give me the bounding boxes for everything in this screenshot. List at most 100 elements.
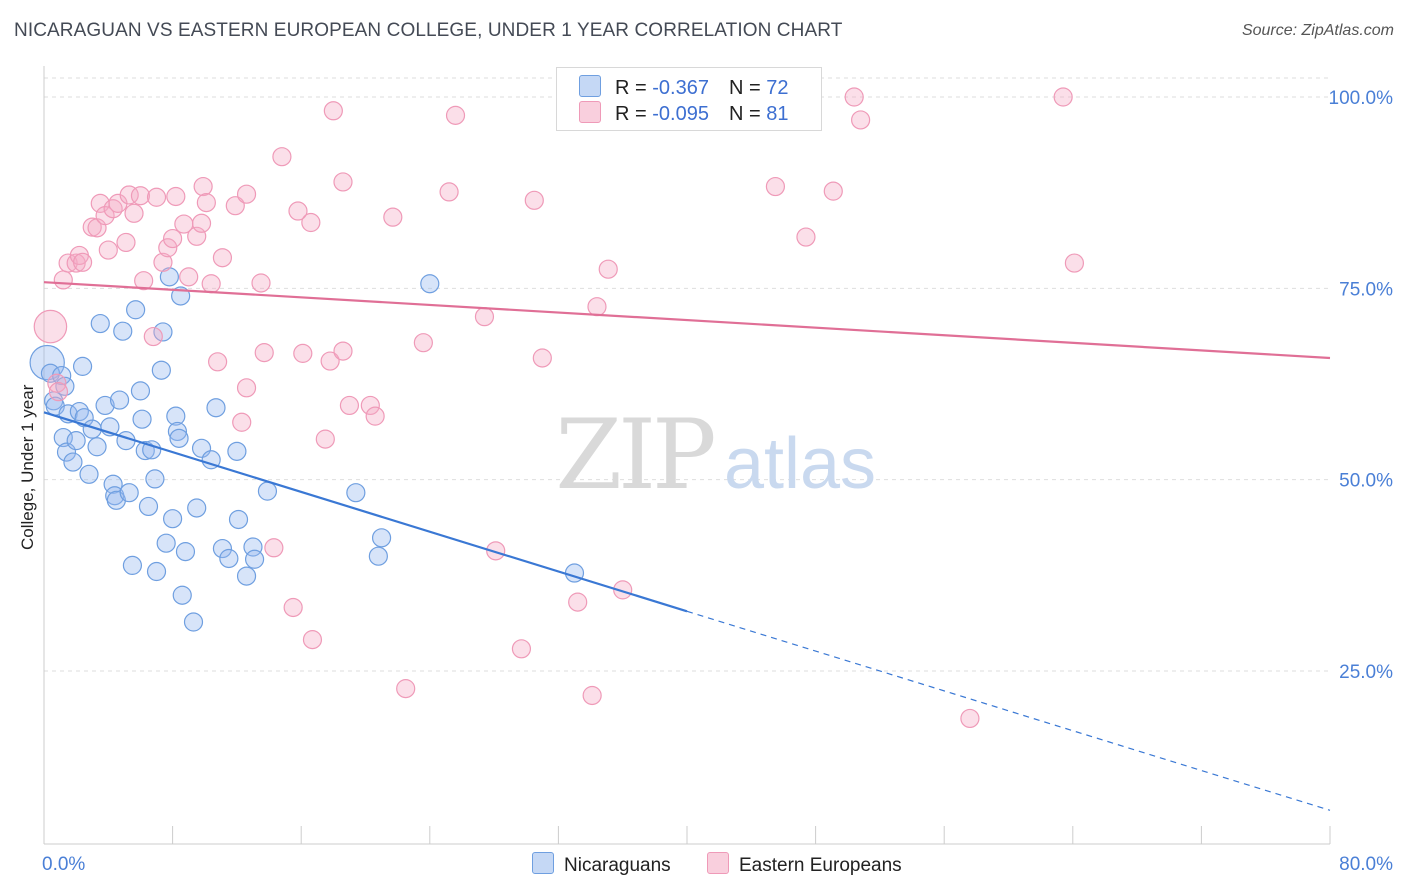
point-eastern-europeans [236,184,257,204]
point-nicaraguans [113,321,133,341]
point-nicaraguans [156,533,176,553]
point-eastern-europeans [72,252,93,272]
legend-swatch-blue [579,75,601,97]
point-eastern-europeans [179,267,199,287]
point-eastern-europeans [582,685,602,706]
point-nicaraguans [163,509,183,529]
point-eastern-europeans [598,259,618,279]
point-eastern-europeans [960,708,980,729]
point-eastern-europeans [383,207,403,227]
point-nicaraguans [183,612,204,632]
point-nicaraguans [212,538,233,559]
point-eastern-europeans [288,201,308,221]
point-nicaraguans [236,566,257,586]
point-nicaraguans [227,441,247,461]
point-nicaraguans [95,395,115,416]
point-eastern-europeans [823,181,843,201]
source-label: Source: ZipAtlas.com [1241,22,1394,39]
point-eastern-europeans [95,206,115,226]
point-nicaraguans [175,542,196,562]
point-eastern-europeans [486,541,506,561]
legend-series-name: Eastern Europeans [739,855,902,876]
point-eastern-europeans [163,228,183,249]
point-eastern-europeans [568,592,588,612]
x-tick-label: 0.0% [42,854,85,875]
trend-line-nicaraguans [43,411,688,613]
legend-swatch-pink [707,852,729,874]
point-eastern-europeans [283,597,303,618]
legend-n-label: N = [728,103,761,125]
point-nicaraguans [63,452,83,472]
point-eastern-europeans [116,232,136,253]
y-tick-label: 50.0% [1339,471,1393,492]
point-nicaraguans [187,498,207,518]
y-tick-label: 25.0% [1339,662,1393,683]
point-nicaraguans [138,496,159,517]
axes [43,66,1331,845]
trend-line-nicaraguans-extrapolated [686,610,1331,811]
data-points [29,87,1085,729]
point-eastern-europeans [301,212,321,233]
point-eastern-europeans [339,395,360,416]
point-nicaraguans [243,537,263,557]
grid-lines [44,77,1330,672]
legend-n-value: 72 [766,77,789,99]
tick-labels: 25.0% 50.0% 75.0% 100.0% 0.0% 80.0% [42,88,1393,875]
point-eastern-europeans [439,182,459,202]
point-eastern-europeans [134,271,154,291]
point-eastern-europeans [124,203,144,223]
point-nicaraguans [228,509,249,530]
point-eastern-europeans [196,193,216,213]
legend-n-label: N = [728,77,761,99]
point-nicaraguans [206,398,226,418]
correlation-legend: R = -0.367 N = 72 R = -0.095 N = 81 [556,67,822,131]
point-eastern-europeans [315,429,335,449]
point-nicaraguans [219,548,239,569]
legend-r-label: R = [615,103,647,125]
point-nicaraguans [130,381,151,401]
y-tick-label: 100.0% [1329,88,1394,109]
point-eastern-europeans [53,270,73,290]
point-eastern-europeans [98,240,118,260]
point-eastern-europeans [225,196,245,216]
point-eastern-europeans [33,309,68,344]
point-nicaraguans [346,483,366,503]
point-eastern-europeans [48,382,69,402]
point-nicaraguans [122,555,143,575]
point-eastern-europeans [333,172,353,192]
point-eastern-europeans [201,274,221,294]
point-eastern-europeans [130,186,151,206]
point-eastern-europeans [166,186,186,207]
point-eastern-europeans [254,343,274,363]
legend-r-value: -0.095 [652,103,709,125]
point-nicaraguans [66,431,86,451]
point-eastern-europeans [765,176,786,197]
point-eastern-europeans [333,341,353,361]
point-nicaraguans [74,408,94,428]
point-nicaraguans [368,546,388,566]
legend-row-nicaraguans: R = -0.367 N = 72 [579,75,788,101]
legend-series-name: Nicaraguans [564,855,671,876]
point-eastern-europeans [58,253,78,273]
point-nicaraguans [72,356,93,376]
y-tick-label: 75.0% [1339,279,1393,300]
point-eastern-europeans [143,326,163,347]
chart-title: NICARAGUAN VS EASTERN EUROPEAN COLLEGE, … [14,20,843,41]
point-eastern-europeans [208,352,228,372]
point-eastern-europeans [524,190,544,210]
point-eastern-europeans [587,297,607,317]
point-eastern-europeans [191,213,212,233]
point-nicaraguans [244,549,265,569]
point-nicaraguans [166,406,186,426]
point-eastern-europeans [851,110,871,130]
point-nicaraguans [201,450,221,470]
point-eastern-europeans [251,273,271,293]
legend-item-eastern-europeans: Eastern Europeans [707,852,902,877]
point-eastern-europeans [158,238,178,258]
point-nicaraguans [172,585,192,605]
trend-lines [43,281,1331,811]
point-eastern-europeans [365,406,385,426]
legend-swatch-blue [532,852,554,874]
point-eastern-europeans [293,343,313,363]
